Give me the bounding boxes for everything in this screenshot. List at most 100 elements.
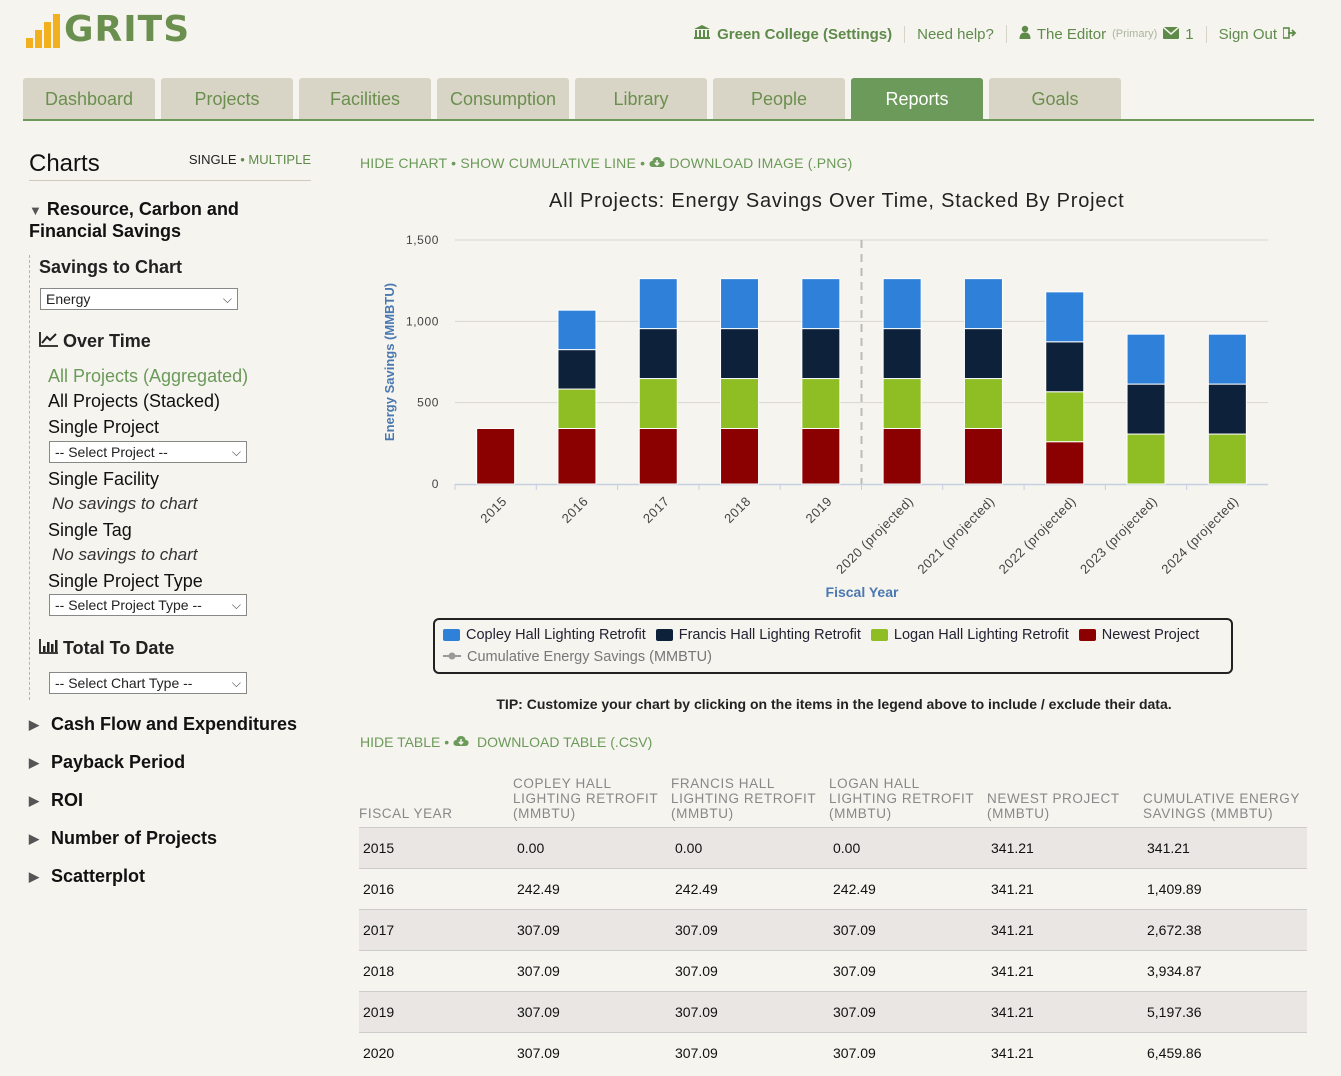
grits-logo[interactable]: GRITS: [26, 12, 190, 48]
option-single-project[interactable]: Single Project: [48, 417, 160, 437]
bar-logan-hall-lighting-retrofit-2016: [557, 388, 597, 429]
legend-item-newest[interactable]: Newest Project: [1078, 627, 1199, 643]
section-number-of-projects[interactable]: ▶ Number of Projects: [29, 828, 217, 849]
savings-to-chart-label: Savings to Chart: [39, 257, 183, 277]
tab-people[interactable]: People: [713, 78, 845, 119]
legend-item-copley[interactable]: Copley Hall Lighting Retrofit: [443, 627, 646, 643]
bar-newest-project-2022: [1045, 441, 1085, 485]
energy-savings-chart: 0 500 1,000 1,500 Energy Savings (MMBTU) Fisc…: [382, 233, 1268, 600]
table-cell: 242.49: [671, 868, 829, 910]
select-project-type-value: -- Select Project Type --: [55, 597, 202, 613]
section-scatterplot[interactable]: ▶ Scatterplot: [29, 866, 145, 887]
x-tick-label: 2020 (projected): [833, 494, 916, 577]
table-cell: 0.00: [671, 827, 829, 869]
option-single-project-type[interactable]: Single Project Type: [48, 571, 203, 591]
table-cell: 307.09: [513, 991, 671, 1033]
tab-dashboard[interactable]: Dashboard: [23, 78, 155, 119]
legend-item-cumulative[interactable]: Cumulative Energy Savings (MMBTU): [443, 649, 712, 665]
table-cell: 341.21: [1143, 827, 1307, 869]
legend-item-francis[interactable]: Francis Hall Lighting Retrofit: [655, 627, 861, 643]
select-project-value: -- Select Project --: [55, 444, 168, 460]
bar-logan-hall-lighting-retrofit-2024: [1207, 433, 1247, 485]
select-project-type-dropdown[interactable]: -- Select Project Type -- ⌵: [49, 594, 247, 616]
section-roi[interactable]: ▶ ROI: [29, 790, 83, 811]
select-chart-type-dropdown[interactable]: -- Select Chart Type -- ⌵: [49, 672, 247, 694]
legend-swatch: [870, 629, 888, 641]
download-table-link[interactable]: DOWNLOAD TABLE (.CSV): [476, 734, 653, 750]
table-row: 2018 307.09 307.09 307.09 341.21 3,934.87: [359, 950, 1307, 992]
tab-consumption[interactable]: Consumption: [437, 78, 569, 119]
x-tick-label: 2018: [721, 494, 753, 526]
bar-francis-hall-lighting-retrofit-2019: [801, 328, 841, 380]
tab-library[interactable]: Library: [575, 78, 707, 119]
table-cell: 341.21: [987, 991, 1143, 1033]
x-tick-label: 2016: [559, 494, 591, 526]
download-image-link[interactable]: DOWNLOAD IMAGE (.PNG): [669, 155, 853, 171]
tab-facilities[interactable]: Facilities: [299, 78, 431, 119]
table-cell: 5,197.36: [1143, 991, 1307, 1033]
x-tick-label: 2017: [640, 494, 672, 526]
hide-chart-link[interactable]: HIDE CHART: [360, 155, 448, 171]
table-header-cell: FISCAL YEAR: [359, 806, 453, 821]
bar-logan-hall-lighting-retrofit-2017: [638, 378, 678, 429]
bar-newest-project-2018: [720, 427, 760, 485]
mode-multiple[interactable]: MULTIPLE: [248, 152, 311, 167]
table-cell: 2016: [359, 868, 513, 910]
table-body: 2015 0.00 0.00 0.00 341.21 341.21 2016 242.49 24…: [359, 827, 1307, 1074]
option-all-projects-aggregated[interactable]: All Projects (Aggregated): [48, 366, 249, 386]
tab-projects[interactable]: Projects: [161, 78, 293, 119]
table-cell: 242.49: [513, 868, 671, 910]
legend-item-logan[interactable]: Logan Hall Lighting Retrofit: [870, 627, 1069, 643]
bar-newest-project-2021: [963, 427, 1003, 485]
y-axis-title: Energy Savings (MMBTU): [382, 283, 397, 441]
hide-table-link[interactable]: HIDE TABLE: [360, 734, 441, 750]
user-menu[interactable]: The Editor (Primary) 1: [1005, 25, 1206, 43]
y-tick-label: 1,000: [406, 314, 439, 328]
bar-newest-project-2016: [557, 427, 597, 485]
charts-sidebar: Charts SINGLE • MULTIPLE ▼ Resource, Car…: [29, 150, 311, 886]
bar-francis-hall-lighting-retrofit-2016: [557, 349, 597, 390]
section-scatterplot-label: Scatterplot: [51, 866, 146, 886]
table-cell: 307.09: [513, 1032, 671, 1074]
x-axis-title: Fiscal Year: [826, 584, 899, 600]
triangle-right-icon: ▶: [29, 755, 39, 770]
table-cell: 307.09: [671, 1032, 829, 1074]
tab-reports[interactable]: Reports: [851, 78, 983, 119]
tab-goals[interactable]: Goals: [989, 78, 1121, 119]
top-nav: Green College (Settings) Need help? The …: [681, 24, 1309, 44]
table-row: 2016 242.49 242.49 242.49 341.21 1,409.89: [359, 868, 1307, 910]
sidebar-divider: [29, 180, 311, 181]
sign-out-link[interactable]: Sign Out: [1205, 25, 1309, 43]
org-settings-link[interactable]: Green College (Settings): [681, 24, 904, 44]
select-project-dropdown[interactable]: -- Select Project -- ⌵: [49, 441, 247, 463]
bar-francis-hall-lighting-retrofit-2022: [1045, 341, 1085, 393]
savings-select[interactable]: Energy ⌵: [40, 288, 238, 310]
x-tick-label: 2015: [477, 494, 509, 526]
action-separator: •: [640, 155, 646, 171]
triangle-right-icon: ▶: [29, 831, 39, 846]
section-cash-flow[interactable]: ▶ Cash Flow and Expenditures: [29, 714, 297, 735]
legend-swatch: [1078, 629, 1096, 641]
mode-single[interactable]: SINGLE: [188, 152, 237, 167]
envelope-icon[interactable]: [1162, 25, 1180, 43]
help-label: Need help?: [917, 25, 994, 43]
main-tabs: Dashboard Projects Facilities Consumptio…: [23, 78, 1314, 121]
table-cell: 307.09: [829, 1032, 987, 1074]
show-cumulative-link[interactable]: SHOW CUMULATIVE LINE: [460, 155, 637, 171]
x-tick-label: 2021 (projected): [914, 494, 997, 577]
table-cell: 3,934.87: [1143, 950, 1307, 992]
bar-copley-hall-lighting-retrofit-2023: [1126, 333, 1166, 385]
table-cell: 341.21: [987, 827, 1143, 869]
option-all-projects-stacked[interactable]: All Projects (Stacked): [48, 391, 221, 411]
legend-swatch: [443, 629, 460, 641]
section-payback-period[interactable]: ▶ Payback Period: [29, 752, 185, 773]
section-resource-savings[interactable]: ▼ Resource, Carbon and Financial Savings: [29, 199, 311, 242]
section-resource-label: Resource, Carbon and Financial Savings: [29, 199, 239, 241]
table-row: 2019 307.09 307.09 307.09 341.21 5,197.36: [359, 991, 1307, 1033]
table-cell: 341.21: [987, 909, 1143, 951]
help-link[interactable]: Need help?: [904, 25, 1006, 43]
table-header-cell: FRANCIS HALL LIGHTING RETROFIT (MMBTU): [671, 776, 816, 821]
x-tick-label: 2019: [802, 494, 834, 526]
action-separator: •: [451, 155, 457, 171]
table-cell: 0.00: [513, 827, 671, 869]
